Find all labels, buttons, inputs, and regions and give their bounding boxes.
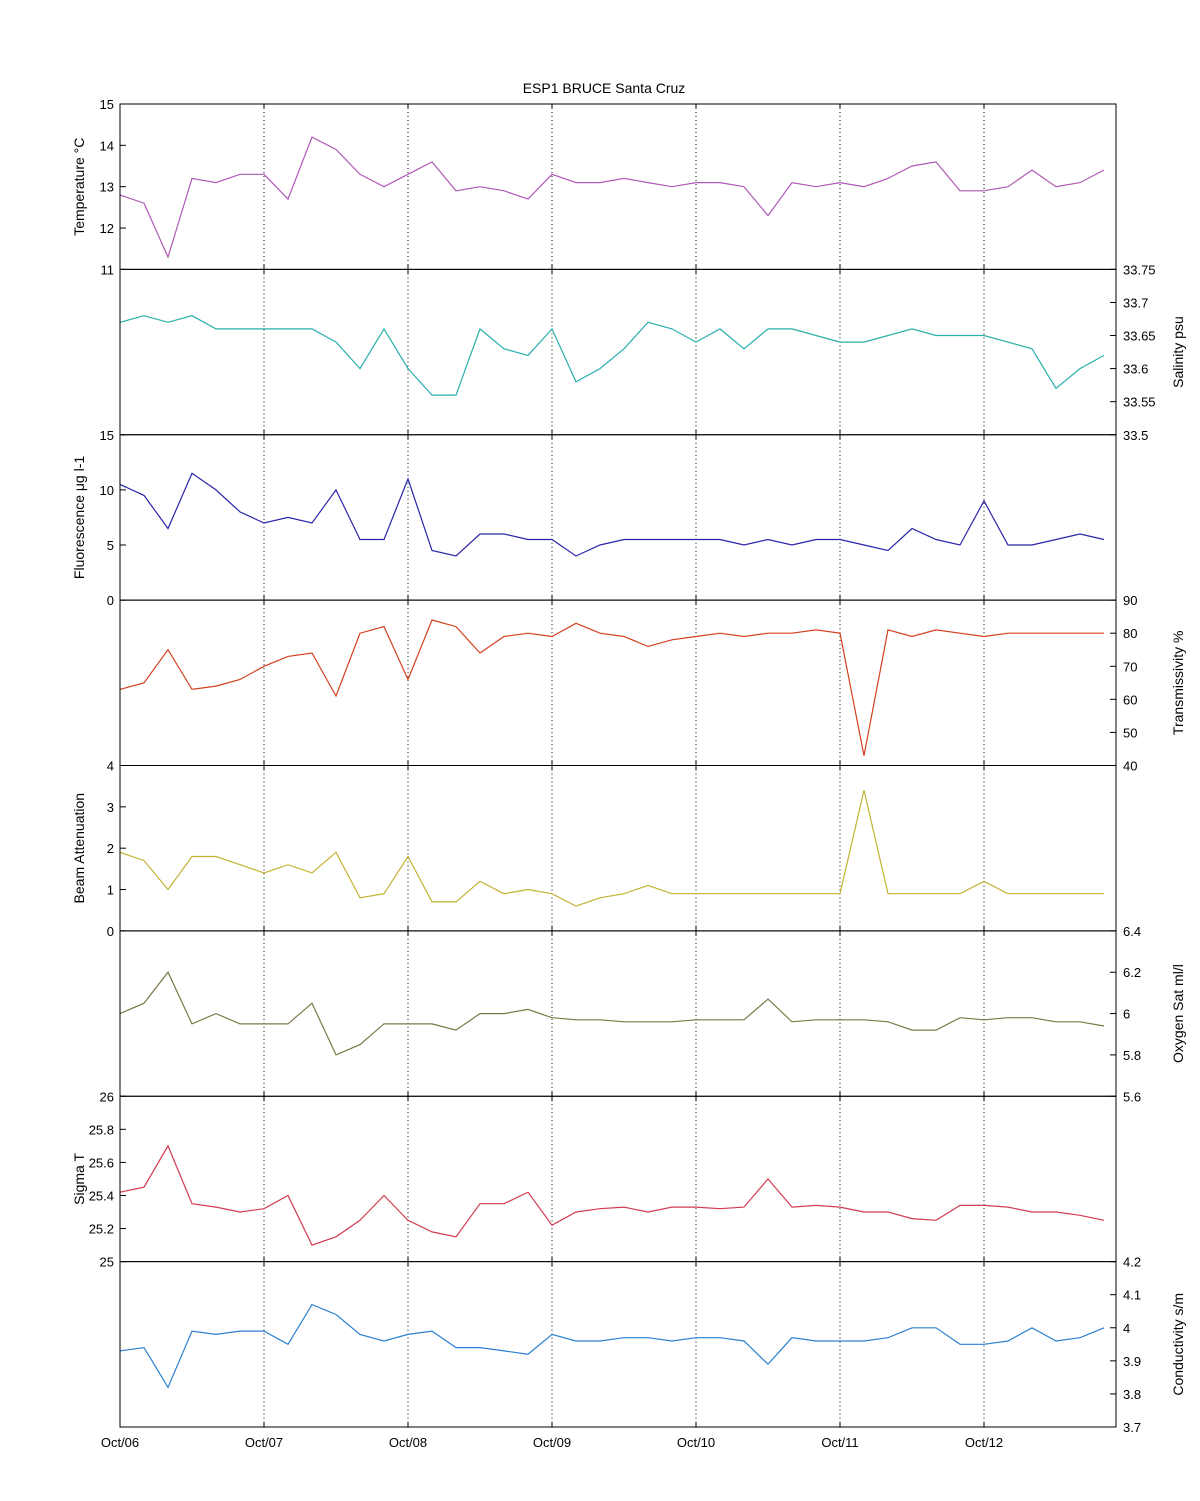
y-tick-label: 12 [100, 221, 114, 236]
x-tick-label: Oct/08 [389, 1435, 427, 1450]
x-tick-label: Oct/10 [677, 1435, 715, 1450]
series-line-1 [119, 136, 1105, 259]
panel-frame [119, 930, 1117, 1097]
y-tick-label: 5 [107, 538, 114, 553]
y-axis-label: Salinity psu [1170, 316, 1186, 388]
panel-frame [119, 1095, 1117, 1263]
y-axis-label: Sigma T [71, 1153, 87, 1205]
y-axis-label: Temperature °C [71, 138, 87, 236]
y-tick-label: 4.2 [1123, 1255, 1141, 1270]
y-tick-label: 5.6 [1123, 1089, 1141, 1104]
panel-frame [119, 103, 1117, 270]
y-tick-label: 6.4 [1123, 924, 1141, 939]
panel-frame [119, 268, 1117, 436]
y-tick-label: 26 [100, 1089, 114, 1104]
panel-frame [119, 434, 1117, 601]
x-tick-label: Oct/07 [245, 1435, 283, 1450]
y-tick-label: 2 [107, 841, 114, 856]
y-tick-label: 4 [107, 759, 114, 774]
y-tick-label: 15 [100, 428, 114, 443]
series-line-7 [119, 1144, 1105, 1246]
panel-2: 33.5 33.55 33.6 33.65 33.7 33.75 Salinity psu [119, 262, 1186, 443]
y-tick-label: 0 [107, 593, 114, 608]
y-axis-label: Transmissivity % [1170, 631, 1186, 736]
y-tick-label: 33.65 [1123, 329, 1156, 344]
y-tick-label: 3.7 [1123, 1420, 1141, 1435]
y-tick-label: 25.6 [89, 1155, 114, 1170]
y-tick-label: 33.6 [1123, 362, 1148, 377]
y-tick-label: 50 [1123, 725, 1137, 740]
y-tick-label: 33.55 [1123, 395, 1156, 410]
y-tick-label: 25 [100, 1255, 114, 1270]
y-tick-label: 3 [107, 800, 114, 815]
x-tick-label: Oct/09 [533, 1435, 571, 1450]
y-axis-label: Beam Attenuation [71, 793, 87, 904]
y-tick-label: 6.2 [1123, 965, 1141, 980]
y-tick-label: 33.75 [1123, 262, 1156, 277]
chart-title: ESP1 BRUCE Santa Cruz [523, 80, 686, 96]
series-line-5 [119, 790, 1104, 907]
y-axis-label: Oxygen Sat ml/l [1170, 964, 1186, 1063]
y-tick-label: 25.2 [89, 1222, 114, 1237]
y-tick-label: 33.7 [1123, 295, 1148, 310]
x-axis: Oct/06 Oct/07 Oct/08 Oct/09 Oct/10 Oct/11 Oct/… [101, 1435, 1003, 1450]
y-tick-label: 80 [1123, 626, 1137, 641]
series-line-3 [119, 472, 1105, 557]
x-tick-label: Oct/12 [965, 1435, 1003, 1450]
panel-3: 0 5 10 15 Fluorescence μg l-1 [71, 428, 1117, 608]
panel-frame [119, 1261, 1117, 1428]
y-tick-label: 3.9 [1123, 1354, 1141, 1369]
series-line-4 [119, 619, 1104, 756]
y-tick-label: 4.1 [1123, 1288, 1141, 1303]
y-tick-label: 90 [1123, 593, 1137, 608]
x-tick-label: Oct/06 [101, 1435, 139, 1450]
y-tick-label: 13 [100, 180, 114, 195]
y-tick-label: 1 [107, 883, 114, 898]
y-tick-label: 40 [1123, 759, 1137, 774]
y-tick-label: 3.8 [1123, 1387, 1141, 1402]
panel-frame [119, 765, 1117, 932]
panel-7: 25 25.2 25.4 25.6 25.8 26 Sigma T [71, 1089, 1117, 1270]
panel-4: 40 50 60 70 80 90 Transmissivity % [119, 593, 1186, 774]
y-tick-label: 10 [100, 483, 114, 498]
panel-8: 3.7 3.8 3.9 4 4.1 4.2 Conductivity s/m [119, 1255, 1186, 1435]
y-tick-label: 11 [101, 262, 115, 277]
y-tick-label: 5.8 [1123, 1048, 1141, 1063]
y-tick-label: 33.5 [1123, 428, 1148, 443]
y-tick-label: 15 [100, 97, 114, 112]
y-tick-label: 70 [1123, 659, 1137, 674]
y-tick-label: 6 [1123, 1007, 1130, 1022]
y-axis-label: Conductivity s/m [1170, 1293, 1186, 1396]
y-tick-label: 0 [107, 924, 114, 939]
y-axis-label: Fluorescence μg l-1 [71, 456, 87, 579]
series-line-8 [119, 1303, 1105, 1389]
y-tick-label: 4 [1123, 1321, 1130, 1336]
panel-1: 11 12 13 14 15 Temperature °C [71, 97, 1117, 277]
y-tick-label: 25.8 [89, 1122, 114, 1137]
panel-frame [119, 599, 1117, 766]
y-tick-label: 60 [1123, 692, 1137, 707]
panel-5: 0 1 2 3 4 Beam Attenuation [71, 759, 1117, 939]
y-tick-label: 14 [100, 138, 114, 153]
x-tick-label: Oct/11 [821, 1435, 858, 1450]
series-line-2 [119, 315, 1105, 396]
series-line-6 [119, 971, 1105, 1056]
y-tick-label: 25.4 [89, 1188, 114, 1203]
panel-6: 5.6 5.8 6 6.2 6.4 Oxygen Sat ml/l [119, 924, 1186, 1104]
